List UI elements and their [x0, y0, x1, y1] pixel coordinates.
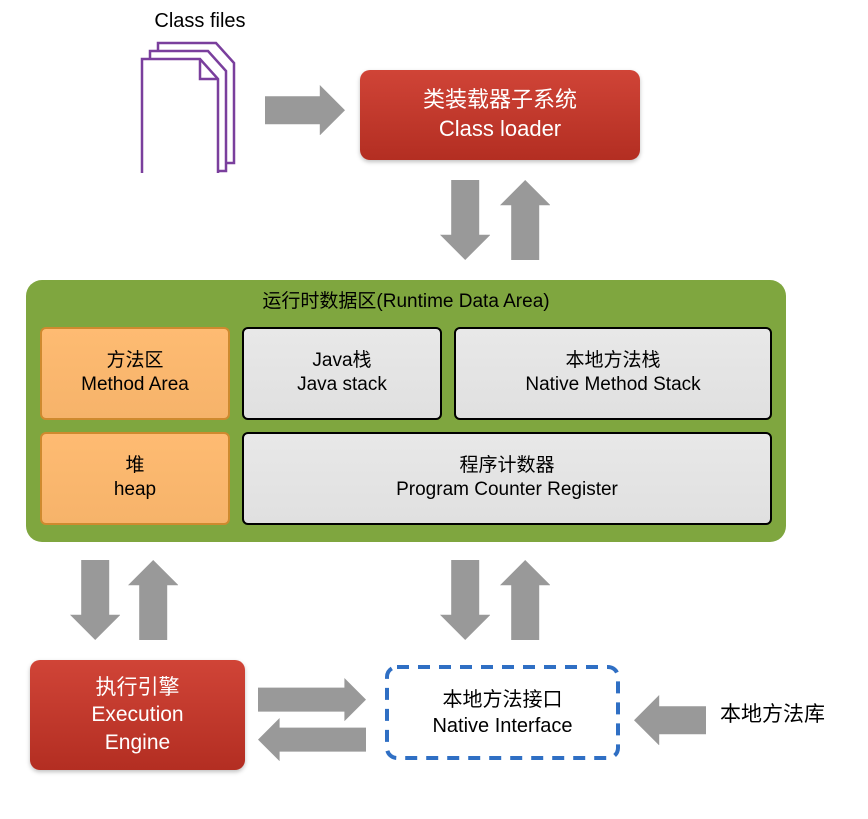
exec-engine-label-en1: Execution — [91, 701, 183, 728]
runtime-area-title: 运行时数据区(Runtime Data Area) — [40, 290, 772, 315]
class-files-node: Class files — [130, 10, 270, 180]
class-files-label: Class files — [130, 10, 270, 33]
java_stack-label-en: Java stack — [297, 373, 387, 398]
arrow-a2 — [440, 180, 490, 260]
exec-engine-label-en2: Engine — [105, 729, 170, 756]
arrow-a7 — [500, 560, 550, 640]
class-loader-label-en: Class loader — [439, 115, 561, 144]
native-interface-label-en: Native Interface — [432, 713, 572, 739]
native_stack-cell: 本地方法栈Native Method Stack — [454, 327, 772, 420]
java_stack-label-cn: Java栈 — [312, 349, 371, 374]
method_area-cell: 方法区Method Area — [40, 327, 230, 420]
runtime-area-node: 运行时数据区(Runtime Data Area) 方法区Method Area… — [26, 280, 786, 542]
arrow-a3 — [500, 180, 550, 260]
arrow-a1 — [265, 85, 345, 135]
arrow-a8 — [258, 678, 366, 721]
heap-cell: 堆heap — [40, 432, 230, 525]
heap-label-cn: 堆 — [125, 454, 144, 479]
native-lib-label: 本地方法库 — [720, 698, 825, 728]
pc_register-label-cn: 程序计数器 — [459, 454, 554, 479]
native-interface-label-cn: 本地方法接口 — [443, 687, 563, 713]
java_stack-cell: Java栈Java stack — [242, 327, 442, 420]
arrow-a10 — [634, 695, 706, 745]
exec-engine-node: 执行引擎 Execution Engine — [30, 660, 245, 770]
class-loader-node: 类装载器子系统 Class loader — [360, 70, 640, 160]
exec-engine-label-cn: 执行引擎 — [96, 674, 180, 701]
arrow-a5 — [128, 560, 178, 640]
native_stack-label-en: Native Method Stack — [525, 373, 700, 398]
native-interface-node: 本地方法接口 Native Interface — [385, 665, 620, 760]
document-stack-icon — [130, 35, 250, 173]
heap-label-en: heap — [114, 478, 156, 503]
class-loader-label-cn: 类装载器子系统 — [423, 86, 577, 115]
arrow-a6 — [440, 560, 490, 640]
arrow-a9 — [258, 718, 366, 761]
arrow-a4 — [70, 560, 120, 640]
pc_register-cell: 程序计数器Program Counter Register — [242, 432, 772, 525]
pc_register-label-en: Program Counter Register — [396, 478, 618, 503]
method_area-label-en: Method Area — [81, 373, 189, 398]
method_area-label-cn: 方法区 — [106, 349, 163, 374]
native_stack-label-cn: 本地方法栈 — [565, 349, 660, 374]
runtime-grid: 方法区Method AreaJava栈Java stack本地方法栈Native… — [40, 327, 772, 525]
